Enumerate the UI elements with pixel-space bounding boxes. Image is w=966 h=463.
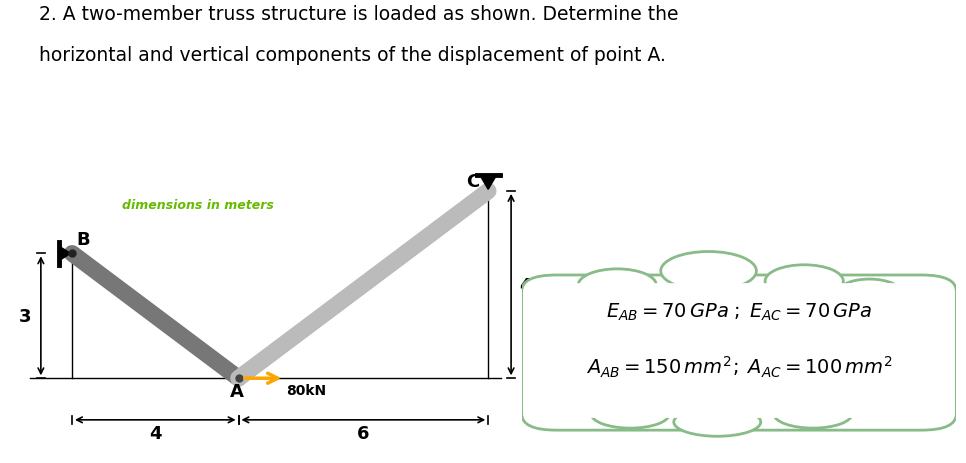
Text: $E_{AB}=70\,GPa\;;\;E_{AC}=70\,GPa$: $E_{AB}=70\,GPa\;;\;E_{AC}=70\,GPa$ [606,301,872,323]
Polygon shape [480,176,497,190]
Ellipse shape [765,265,843,298]
Text: 4: 4 [149,424,161,442]
Text: 3: 3 [18,307,31,325]
Text: 2. A two-member truss structure is loaded as shown. Determine the: 2. A two-member truss structure is loade… [39,5,678,24]
Ellipse shape [661,252,756,291]
Text: dimensions in meters: dimensions in meters [122,198,274,211]
Ellipse shape [578,269,657,302]
FancyBboxPatch shape [522,275,956,430]
Text: B: B [76,231,90,249]
Text: 80kN: 80kN [286,383,327,397]
Text: A: A [230,382,243,400]
Polygon shape [59,246,71,261]
Ellipse shape [774,400,852,428]
Ellipse shape [837,280,902,308]
Ellipse shape [591,400,669,428]
Text: 4.5: 4.5 [520,276,552,294]
Text: C: C [467,173,480,191]
Text: 6: 6 [357,424,370,442]
Text: horizontal and vertical components of the displacement of point A.: horizontal and vertical components of th… [39,46,666,65]
Ellipse shape [674,408,761,436]
Text: $A_{AB}=150\,mm^2;\;A_{AC}=100\,mm^2$: $A_{AB}=150\,mm^2;\;A_{AC}=100\,mm^2$ [585,355,893,380]
FancyBboxPatch shape [539,283,939,418]
